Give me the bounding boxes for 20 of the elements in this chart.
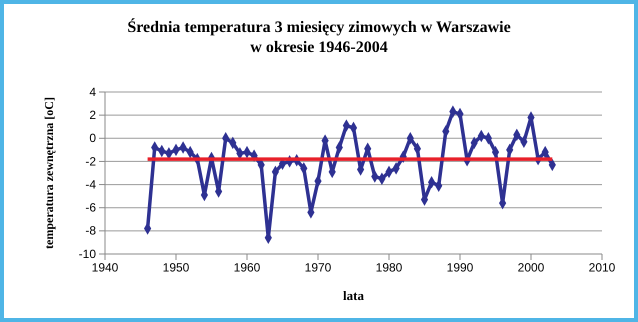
x-tick-label: 1980 xyxy=(376,260,403,275)
x-tick-label: 1950 xyxy=(162,260,190,275)
y-tick-label: -8 xyxy=(85,224,96,238)
x-tick-label: 2010 xyxy=(588,260,616,275)
x-tick-label: 2000 xyxy=(518,260,545,275)
y-tick-label: -10 xyxy=(78,246,96,261)
y-axis-title: temperatura zewnętrzna [oC] xyxy=(42,97,56,249)
y-tick-label: 2 xyxy=(89,108,96,122)
x-tick-label: 1940 xyxy=(92,260,119,275)
x-tick-label: 1970 xyxy=(304,260,332,275)
y-tick-label: 4 xyxy=(89,84,96,99)
x-tick-label: 1960 xyxy=(234,260,261,275)
y-tick-label: -4 xyxy=(85,177,96,192)
chart-title: Średnia temperatura 3 miesięcy zimowych w Warszawie xyxy=(127,18,511,36)
x-axis-title: lata xyxy=(343,288,364,303)
x-tick-label: 1990 xyxy=(446,260,474,275)
y-tick-label: -6 xyxy=(85,200,96,215)
y-tick-label: -2 xyxy=(85,154,96,168)
y-tick-label: 0 xyxy=(89,131,96,146)
chart-subtitle: w okresie 1946-2004 xyxy=(250,39,388,56)
